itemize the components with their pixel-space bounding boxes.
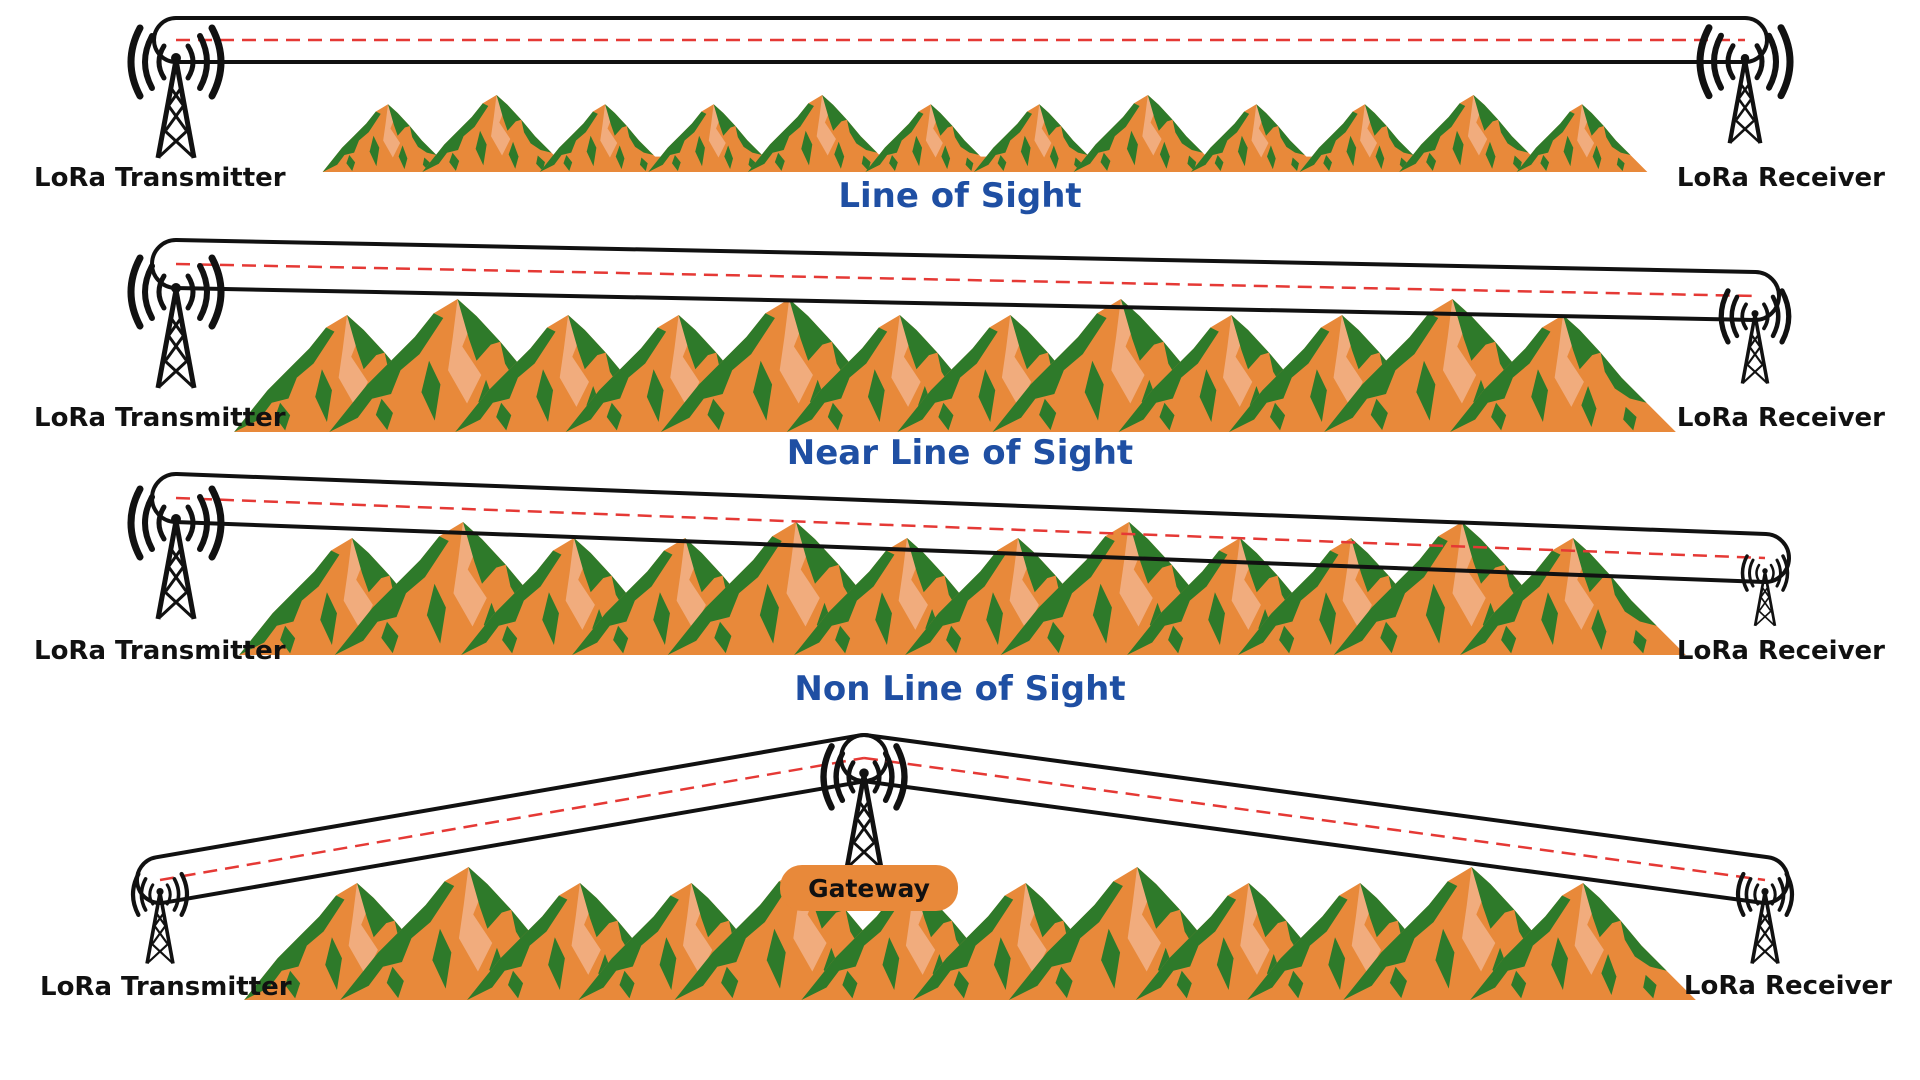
transmitter-tower bbox=[133, 874, 187, 966]
receiver-tower bbox=[1740, 554, 1790, 628]
signal-beam bbox=[159, 756, 865, 882]
signal-beam bbox=[863, 756, 1766, 882]
scenario-3: LoRa Transmitter LoRa Receiver Non Line of… bbox=[34, 472, 1885, 709]
signal-link-uplink bbox=[135, 733, 889, 905]
scenario-title: Near Line of Sight bbox=[787, 433, 1133, 473]
signal-link bbox=[152, 16, 1769, 64]
signal-link bbox=[150, 238, 1781, 322]
receiver-label: LoRa Receiver bbox=[1677, 403, 1885, 433]
mountain-range bbox=[322, 95, 1648, 172]
radio-tower-icon bbox=[158, 514, 194, 619]
transmitter-label: LoRa Transmitter bbox=[34, 163, 286, 193]
gateway-label: Gateway bbox=[808, 874, 930, 903]
signal-tube bbox=[150, 472, 1791, 584]
signal-tube bbox=[150, 238, 1781, 322]
transmitter-label: LoRa Transmitter bbox=[34, 636, 286, 666]
mountain-peak bbox=[539, 104, 671, 172]
gateway-badge-bg bbox=[780, 865, 958, 911]
mountain-peak bbox=[422, 95, 571, 172]
radio-tower-icon bbox=[1730, 54, 1761, 143]
mountain-range bbox=[244, 867, 1696, 1000]
receiver-label: LoRa Receiver bbox=[1677, 163, 1885, 193]
mountain-peak bbox=[1073, 95, 1223, 172]
scenario-2: LoRa Transmitter LoRa Receiver Near Line o… bbox=[34, 238, 1885, 473]
radio-tower-icon bbox=[158, 53, 194, 158]
gateway-tower bbox=[824, 746, 905, 868]
transmitter-label: LoRa Transmitter bbox=[34, 403, 286, 433]
scenario-4: Gateway LoRa Transmitter LoRa Receiver bbox=[40, 733, 1892, 1002]
receiver-label: LoRa Receiver bbox=[1684, 971, 1892, 1001]
signal-link-downlink bbox=[839, 733, 1790, 905]
mountain-peak bbox=[747, 95, 897, 172]
transmitter-label: LoRa Transmitter bbox=[40, 972, 292, 1002]
signal-link bbox=[150, 472, 1791, 584]
receiver-label: LoRa Receiver bbox=[1677, 636, 1885, 666]
receiver-tower bbox=[1721, 291, 1789, 386]
mountain-range bbox=[239, 522, 1686, 655]
receiver-tower bbox=[1738, 874, 1792, 966]
scenario-title: Non Line of Sight bbox=[794, 669, 1125, 709]
mountain-peak bbox=[865, 104, 997, 172]
mountain-peak bbox=[1399, 95, 1548, 172]
mountain-range bbox=[234, 299, 1676, 432]
mountain-peak bbox=[1516, 104, 1648, 172]
receiver-tower bbox=[1700, 28, 1790, 144]
signal-tube bbox=[839, 733, 1790, 905]
scenario-title: Line of Sight bbox=[838, 176, 1081, 216]
transmitter-tower bbox=[131, 28, 221, 158]
radio-tower-icon bbox=[158, 283, 194, 388]
transmitter-tower bbox=[131, 489, 221, 619]
scenario-1: LoRa Transmitter LoRa Receiver Line of Sig… bbox=[34, 16, 1885, 216]
gateway-badge: Gateway bbox=[780, 865, 958, 911]
transmitter-tower bbox=[131, 258, 221, 388]
mountain-peak bbox=[1191, 104, 1322, 172]
signal-beam bbox=[175, 496, 1766, 560]
